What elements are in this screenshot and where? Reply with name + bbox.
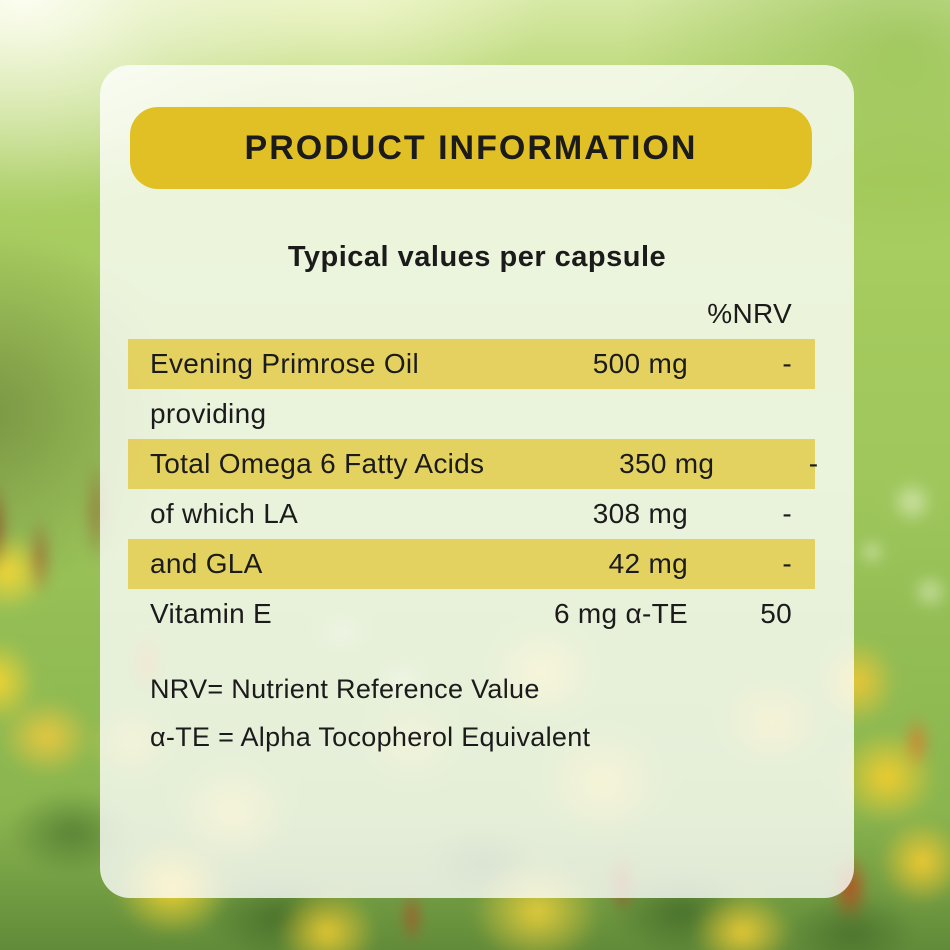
nutrient-amount: 6 mg α-TE [553,598,688,629]
nutrient-name: Vitamin E [150,598,273,629]
nutrient-nrv: - [808,448,819,479]
nutrient-name: and GLA [150,548,263,579]
nutrient-nrv: - [782,348,792,379]
nutrient-name: Total Omega 6 Fatty Acids [150,448,485,479]
table-row: and GLA 42 mg - [128,539,815,589]
nrv-column-header: %NRV [707,298,792,329]
nutrient-name: of which LA [150,498,299,529]
footnote: α-TE = Alpha Tocopherol Equivalent [150,722,591,752]
footnotes: NRV= Nutrient Reference Value α-TE = Alp… [150,665,590,761]
nutrient-amount: 308 mg [592,498,688,529]
product-info-header: PRODUCT INFORMATION [130,107,812,189]
nutrient-nrv: - [782,498,792,529]
table-row: of which LA 308 mg - [128,489,815,539]
nutrient-nrv: - [782,548,792,579]
table-row: providing [128,389,815,439]
product-info-title: PRODUCT INFORMATION [244,128,698,167]
table-header-row: %NRV [128,289,815,339]
table-row: Total Omega 6 Fatty Acids 350 mg - [128,439,818,489]
table-row: Evening Primrose Oil 500 mg - [128,339,815,389]
nutrient-amount: 500 mg [592,348,688,379]
table-row: Vitamin E 6 mg α-TE 50 [128,589,815,639]
table-subtitle: Typical values per capsule [287,241,667,273]
footnote: NRV= Nutrient Reference Value [150,674,540,704]
nutrition-table: %NRV Evening Primrose Oil 500 mg - provi… [128,289,818,639]
nutrient-amount: 42 mg [608,548,688,579]
nutrient-amount: 350 mg [619,448,715,479]
product-info-card: PRODUCT INFORMATION Typical values per c… [100,65,854,898]
nutrient-name: Evening Primrose Oil [150,348,419,379]
nutrient-nrv: 50 [760,598,792,629]
nutrient-name: providing [150,398,267,429]
